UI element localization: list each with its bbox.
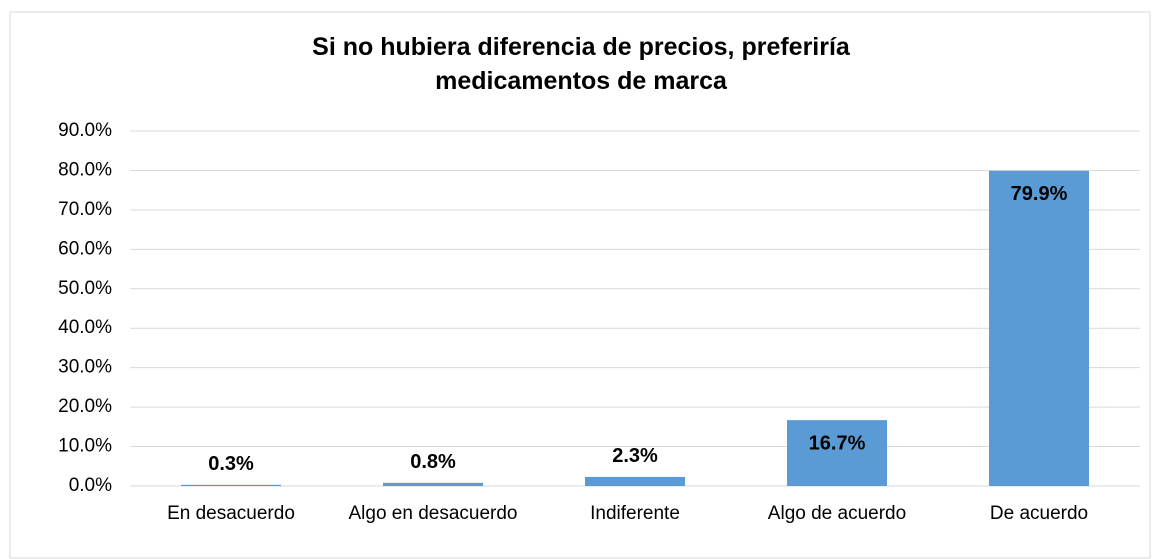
x-tick-label: De acuerdo	[989, 503, 1089, 524]
y-tick-label: 30.0%	[58, 357, 112, 378]
y-tick-label: 40.0%	[58, 317, 112, 338]
bar	[989, 170, 1089, 487]
data-label: 0.8%	[410, 451, 456, 473]
x-tick-label: En desacuerdo	[167, 503, 295, 524]
x-tick-label: Algo en desacuerdo	[348, 503, 518, 524]
bar	[181, 484, 281, 486]
y-tick-label: 80.0%	[58, 159, 112, 180]
y-tick-label: 20.0%	[58, 396, 112, 417]
bar	[585, 476, 685, 486]
chart-border	[9, 11, 1151, 559]
data-label: 0.3%	[208, 453, 254, 475]
data-label: 16.7%	[809, 432, 866, 454]
data-label: 79.9%	[1011, 183, 1068, 205]
data-label: 2.3%	[612, 445, 658, 467]
bar	[787, 420, 887, 486]
y-tick-label: 60.0%	[58, 238, 112, 259]
y-tick-label: 70.0%	[58, 199, 112, 220]
bar	[383, 482, 483, 486]
chart-title: Si no hubiera diferencia de precios, pre…	[312, 33, 850, 95]
x-tick-label: Algo de acuerdo	[767, 503, 907, 524]
y-tick-label: 0.0%	[69, 475, 112, 496]
y-tick-label: 50.0%	[58, 278, 112, 299]
x-tick-label: Indiferente	[590, 503, 680, 524]
y-tick-label: 90.0%	[58, 120, 112, 141]
y-tick-label: 10.0%	[58, 436, 112, 457]
